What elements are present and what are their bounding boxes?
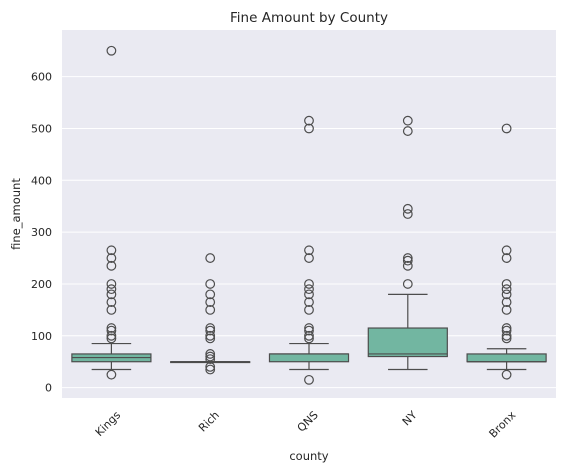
outlier-ny	[402, 260, 413, 271]
outlier-ny	[402, 115, 413, 126]
outlier-qns	[304, 253, 314, 263]
x-tick-label-rich: Rich	[196, 409, 222, 435]
outlier-bronx	[501, 369, 512, 380]
outlier-bronx	[501, 123, 512, 134]
outlier-bronx	[501, 323, 512, 333]
outlier-kings	[106, 260, 117, 271]
box-rich	[170, 253, 251, 375]
y-tick-label-400: 400	[31, 174, 52, 187]
outlier-bronx	[501, 253, 512, 263]
outlier-qns	[304, 289, 314, 300]
outlier-rich	[205, 330, 216, 341]
x-axis-label: county	[289, 449, 328, 463]
outlier-kings	[106, 289, 117, 300]
grid-lines	[62, 76, 556, 389]
y-tick-label-300: 300	[31, 226, 52, 239]
x-tick-label-qns: QNS	[295, 409, 321, 435]
outlier-ny	[402, 203, 413, 214]
outlier-kings	[106, 279, 117, 289]
outlier-qns	[304, 374, 314, 385]
outlier-kings	[106, 245, 117, 256]
outlier-ny	[402, 209, 413, 219]
outlier-qns	[304, 245, 314, 256]
outlier-rich	[205, 253, 216, 263]
outlier-qns	[304, 297, 314, 308]
outlier-ny	[402, 253, 413, 263]
outlier-ny	[402, 126, 413, 136]
outlier-kings	[106, 297, 117, 308]
outlier-bronx	[501, 279, 512, 289]
outlier-rich	[205, 297, 216, 308]
outlier-rich	[205, 304, 216, 315]
box-body-bronx	[466, 353, 547, 363]
outlier-qns	[304, 115, 314, 126]
boxes	[71, 45, 547, 385]
outlier-qns	[304, 304, 314, 315]
outlier-rich	[205, 325, 216, 336]
outlier-kings	[106, 330, 117, 341]
outlier-rich	[205, 349, 216, 359]
plot-area	[62, 30, 556, 398]
outlier-rich	[205, 364, 216, 375]
box-qns	[268, 115, 350, 385]
outlier-qns	[304, 123, 314, 134]
box-ny	[367, 115, 448, 371]
y-tick-label-200: 200	[31, 278, 52, 291]
outlier-bronx	[501, 284, 512, 295]
y-tick-label-0: 0	[45, 382, 52, 395]
y-tick-label-600: 600	[31, 71, 52, 84]
outlier-bronx	[501, 304, 512, 315]
outlier-kings	[106, 45, 117, 56]
outlier-bronx	[501, 297, 512, 308]
outlier-qns	[304, 323, 314, 333]
chart-title: Fine Amount by County	[230, 10, 388, 26]
box-bronx	[466, 123, 547, 380]
outlier-qns	[304, 284, 314, 295]
x-axis-ticks: Kings Rich QNS NY Bronx	[93, 408, 519, 440]
outlier-qns	[304, 325, 314, 336]
outlier-bronx	[501, 245, 512, 256]
outlier-rich	[205, 354, 216, 365]
outlier-kings	[106, 369, 117, 380]
outlier-kings	[106, 325, 117, 336]
box-body-qns	[268, 353, 350, 363]
y-tick-label-500: 500	[31, 122, 52, 135]
x-tick-label-ny: NY	[400, 408, 420, 428]
outlier-ny	[402, 255, 413, 266]
outlier-rich	[205, 333, 216, 344]
box-kings	[71, 45, 152, 380]
outlier-qns	[304, 330, 314, 341]
outlier-qns	[304, 279, 314, 289]
outlier-kings	[106, 323, 117, 333]
outlier-ny	[402, 279, 413, 289]
outlier-kings	[106, 304, 117, 315]
outlier-kings	[106, 333, 117, 344]
outlier-kings	[106, 253, 117, 263]
outlier-rich	[205, 279, 216, 289]
y-axis-label: fine_amount	[9, 178, 23, 250]
outlier-rich	[205, 362, 216, 372]
y-axis-ticks: 0 100 200 300 400 500 600	[31, 71, 52, 395]
outlier-bronx	[501, 333, 512, 344]
x-tick-label-bronx: Bronx	[487, 408, 519, 440]
outlier-bronx	[501, 289, 512, 300]
x-tick-label-kings: Kings	[93, 408, 124, 439]
outlier-rich	[205, 351, 216, 362]
outlier-rich	[205, 323, 216, 333]
outlier-bronx	[501, 330, 512, 341]
outlier-kings	[106, 284, 117, 295]
y-tick-label-100: 100	[31, 330, 52, 343]
outlier-bronx	[501, 325, 512, 336]
outlier-rich	[205, 289, 216, 300]
outlier-qns	[304, 333, 314, 344]
box-body-ny	[367, 327, 448, 358]
